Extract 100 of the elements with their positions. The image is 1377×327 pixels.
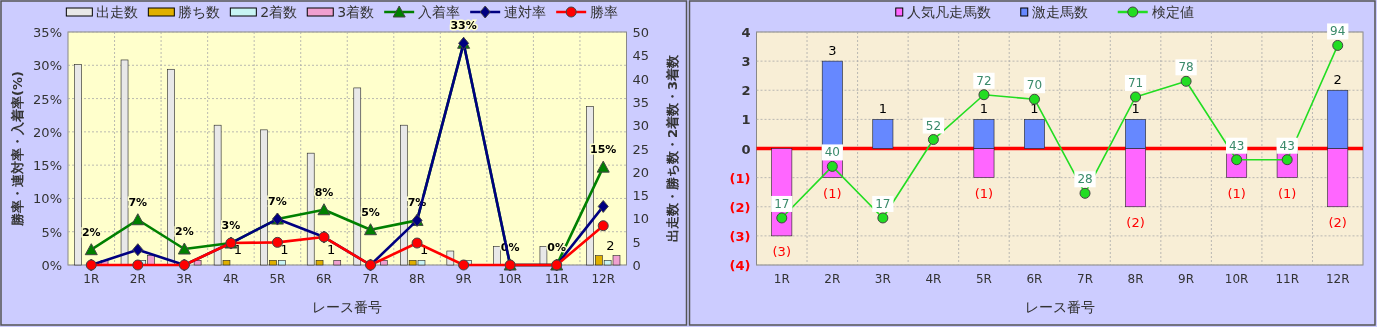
y-tick-label: 5% <box>41 224 62 240</box>
x-tick-label: 10R <box>1224 272 1249 286</box>
x-tick-label: 7R <box>1077 272 1094 286</box>
data-label: 70 <box>1026 78 1043 93</box>
legend-label: 連対率 <box>504 4 547 20</box>
y-tick-label: (2) <box>729 199 751 215</box>
x-tick-label: 2R <box>824 272 841 286</box>
y2-tick-label: 45 <box>632 48 650 64</box>
x-tick-label: 8R <box>1127 272 1144 286</box>
data-label: 72 <box>976 73 992 88</box>
y2-tick-label: 10 <box>632 211 650 227</box>
x-tick-label: 2R <box>129 272 146 286</box>
y-tick-label: (4) <box>729 258 751 273</box>
y-tick-label: 4 <box>741 25 751 40</box>
data-label: (2) <box>1328 214 1347 230</box>
data-label: 1 <box>280 242 289 258</box>
x-axis-title: レース番号 <box>1024 299 1095 315</box>
data-label: (2) <box>1126 214 1145 230</box>
x-tick-label: 3R <box>874 272 891 286</box>
y2-tick-label: 15 <box>632 188 650 204</box>
x-tick-label: 5R <box>975 272 992 286</box>
y-tick-label: 30% <box>33 58 62 74</box>
y2-tick-label: 50 <box>632 25 650 40</box>
data-label: 17 <box>774 196 790 211</box>
x-tick-label: 9R <box>455 272 472 286</box>
y-tick-label: 1 <box>741 112 751 128</box>
data-label: (1) <box>974 185 994 201</box>
data-label: 43 <box>1279 138 1295 153</box>
x-axis-title: レース番号 <box>312 299 383 315</box>
x-tick-label: 4R <box>222 272 239 286</box>
y2-tick-label: 20 <box>632 164 650 180</box>
legend-label: 検定値 <box>1151 4 1194 20</box>
legend-label: 3着数 <box>337 4 375 20</box>
data-label: 2 <box>606 237 615 253</box>
data-label: 1 <box>1131 101 1140 117</box>
y2-axis-title: 出走数・勝ち数・2着数・3着数 <box>664 53 680 243</box>
data-label: 3% <box>221 219 241 233</box>
y2-tick-label: 40 <box>632 71 650 87</box>
y-tick-label: 0 <box>741 141 751 157</box>
y2-tick-label: 35 <box>632 94 650 110</box>
y-axis-title: 勝率・連対率・入着率(%) <box>10 71 25 227</box>
x-tick-label: 12R <box>591 272 616 286</box>
legend-label: 激走馬数 <box>1031 4 1088 20</box>
y-tick-label: 3 <box>741 54 751 70</box>
data-label: 15% <box>590 143 617 157</box>
y2-tick-label: 25 <box>632 141 650 157</box>
data-label: (1) <box>1227 185 1246 201</box>
data-label: 1 <box>979 101 989 117</box>
y-tick-label: 10% <box>33 191 62 207</box>
y-tick-label: 2 <box>741 83 751 99</box>
data-label: 78 <box>1178 60 1194 75</box>
legend-label: 入着率 <box>418 4 461 20</box>
data-label: 1 <box>326 242 336 258</box>
data-label: 7% <box>128 195 148 209</box>
legend-label: 人気凡走馬数 <box>906 4 991 20</box>
x-tick-label: 1R <box>83 272 100 286</box>
data-label: 40 <box>824 145 840 160</box>
legend-label: 出走数 <box>96 4 139 20</box>
data-label: 5% <box>361 205 380 219</box>
y-tick-label: 0% <box>41 258 62 273</box>
data-label: 1 <box>1030 101 1039 117</box>
data-label: 94 <box>1330 24 1346 39</box>
y-tick-label: (1) <box>729 170 751 186</box>
data-label: 28 <box>1077 172 1093 187</box>
data-label: 2 <box>1333 72 1342 88</box>
x-tick-label: 9R <box>1178 272 1195 286</box>
data-label: (3) <box>772 243 791 259</box>
y2-tick-label: 30 <box>632 118 650 134</box>
y-tick-label: 35% <box>33 25 62 40</box>
y-tick-label: (3) <box>729 228 751 244</box>
data-label: 2% <box>81 225 101 239</box>
data-label: (1) <box>1277 185 1297 201</box>
x-tick-label: 11R <box>1275 272 1299 286</box>
data-label: 71 <box>1127 75 1144 90</box>
data-label: 7% <box>268 195 287 209</box>
x-tick-label: 1R <box>773 272 790 286</box>
x-tick-label: 6R <box>315 272 332 286</box>
data-label: (1) <box>823 185 842 201</box>
y2-tick-label: 5 <box>632 234 641 250</box>
legend-label: 勝ち数 <box>178 4 221 20</box>
data-label: 17 <box>875 196 891 211</box>
y-tick-label: 20% <box>33 124 62 140</box>
data-label: 2% <box>175 225 194 239</box>
x-tick-label: 10R <box>498 272 522 286</box>
y2-tick-label: 0 <box>632 258 641 273</box>
x-tick-label: 3R <box>176 272 193 286</box>
x-tick-label: 11R <box>544 272 569 286</box>
data-label: 33% <box>450 19 477 33</box>
legend-label: 勝率 <box>590 4 619 20</box>
data-label: 1 <box>878 101 887 117</box>
data-label: 3 <box>828 43 837 59</box>
data-label: 52 <box>925 118 942 133</box>
x-tick-label: 5R <box>269 272 286 286</box>
x-tick-label: 12R <box>1325 272 1350 286</box>
y-tick-label: 25% <box>33 91 62 107</box>
x-tick-label: 7R <box>362 272 379 286</box>
data-label: 43 <box>1229 138 1245 153</box>
x-tick-label: 4R <box>925 272 942 286</box>
x-tick-label: 6R <box>1026 272 1043 286</box>
x-tick-label: 8R <box>409 272 426 286</box>
